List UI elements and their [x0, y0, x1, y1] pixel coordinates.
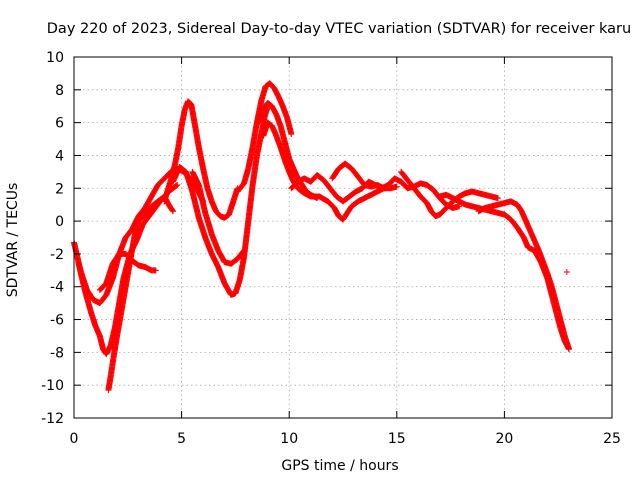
data-point [174, 181, 181, 188]
y-ticks: -12 -10 -8 -6 -4 -2 0 2 4 6 8 10 [41, 50, 612, 427]
y-tick-label: 10 [46, 50, 64, 66]
data-point [169, 208, 176, 215]
x-axis-label: GPS time / hours [281, 458, 398, 474]
data-point [288, 131, 295, 138]
plot-frame [73, 56, 613, 419]
data-point [240, 248, 247, 255]
y-tick-label: 8 [55, 83, 64, 99]
data-point [172, 183, 179, 190]
x-tick-label: 5 [177, 431, 186, 447]
y-tick-label: 6 [55, 116, 64, 132]
data-points [71, 80, 572, 394]
data-point [380, 185, 387, 192]
data-point [173, 182, 180, 189]
x-tick-label: 20 [495, 431, 513, 447]
data-point [239, 248, 246, 255]
y-tick-label: -8 [50, 345, 64, 361]
y-tick-label: -2 [50, 247, 64, 263]
x-tick-label: 10 [280, 431, 298, 447]
y-tick-label: -12 [41, 411, 64, 427]
x-tick-label: 25 [603, 431, 621, 447]
data-point [393, 183, 400, 190]
y-tick-label: -4 [50, 280, 64, 296]
data-point [494, 195, 501, 202]
data-point [563, 268, 570, 275]
y-axis-label: SDTVAR / TECUs [5, 183, 21, 298]
data-point [565, 346, 572, 353]
chart-title: Day 220 of 2023, Sidereal Day-to-day VTE… [47, 21, 631, 37]
x-tick-label: 15 [388, 431, 406, 447]
y-tick-label: -6 [50, 313, 64, 329]
data-point [241, 247, 248, 254]
y-tick-label: -10 [41, 378, 64, 394]
y-tick-label: 4 [55, 148, 64, 164]
y-tick-label: 0 [55, 214, 64, 230]
data-point [152, 267, 159, 274]
grid [74, 57, 612, 418]
x-ticks: 0 5 10 15 20 25 [70, 57, 621, 447]
x-tick-label: 0 [70, 431, 79, 447]
y-tick-label: 2 [55, 181, 64, 197]
